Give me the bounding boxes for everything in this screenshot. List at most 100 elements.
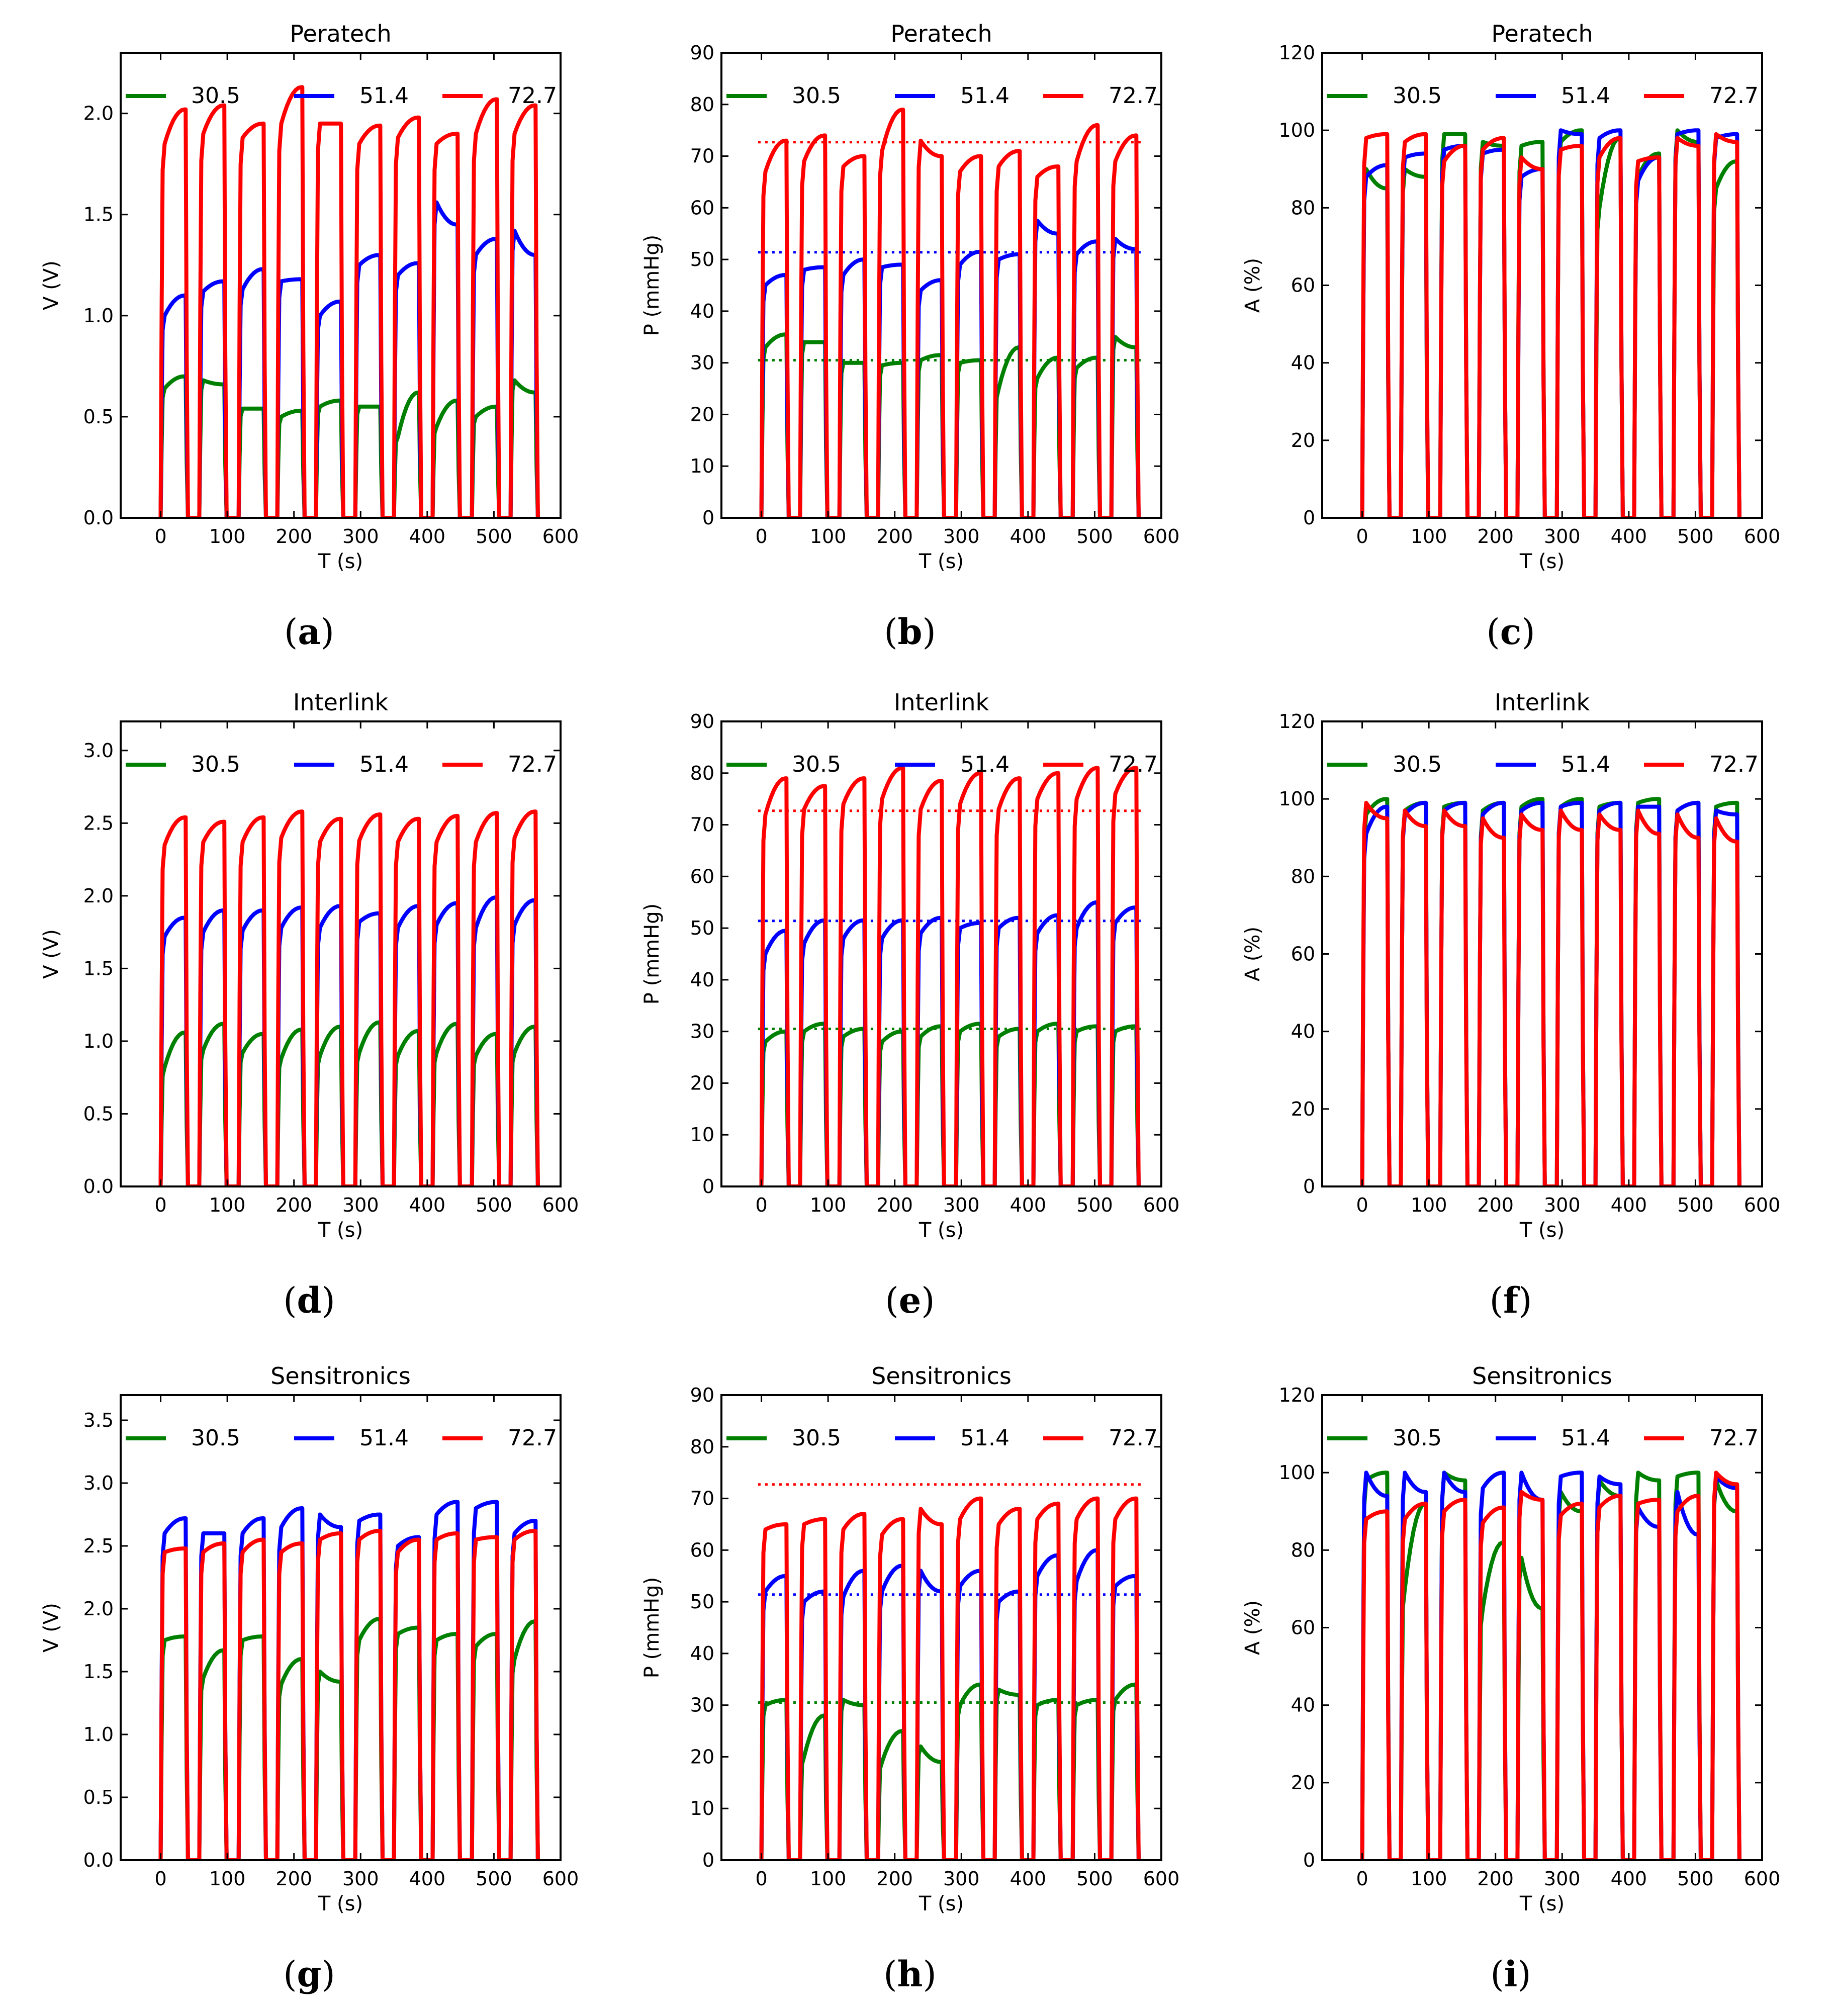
y-tick-label: 3.0 — [83, 1472, 114, 1494]
chart-svg-f: Interlink 0 100 200 300 400 500 600 0 20 40 60 80 100… — [1241, 689, 1781, 1242]
series-line-51.4 — [759, 219, 1141, 518]
series-line-51.4 — [1360, 1471, 1741, 1860]
y-tick-label: 20 — [690, 1746, 714, 1768]
legend-label: 72.7 — [1109, 83, 1158, 109]
y-tick-label: 100 — [1278, 788, 1315, 810]
legend-label: 51.4 — [359, 1425, 409, 1451]
legend-label: 72.7 — [1109, 752, 1158, 777]
x-axis-label: T (s) — [1519, 1219, 1565, 1242]
caption-close-paren: ) — [1521, 611, 1535, 653]
legend-label: 30.5 — [792, 1425, 841, 1451]
caption-close-paren: ) — [321, 1280, 335, 1321]
legend-label: 51.4 — [1561, 752, 1610, 777]
series-line-72.7 — [759, 1496, 1141, 1860]
x-axis-label: T (s) — [919, 1219, 964, 1242]
chart-panel-i: Sensitronics 0 100 200 300 400 500 600 0 20 40 60 80… — [1222, 1347, 1800, 2016]
caption-letter: a — [298, 611, 321, 653]
caption-open-paren: ( — [283, 1280, 297, 1321]
x-tick-label: 500 — [1076, 525, 1113, 547]
x-axis-label: T (s) — [919, 1892, 964, 1915]
x-tick-label: 400 — [1010, 1194, 1047, 1216]
chart-title: Interlink — [293, 689, 389, 716]
y-tick-label: 120 — [1278, 710, 1315, 732]
caption-letter: i — [1504, 1953, 1518, 1995]
caption-letter: b — [897, 611, 923, 653]
y-tick-label: 100 — [1278, 119, 1315, 141]
x-tick-label: 500 — [1677, 1194, 1714, 1216]
y-tick-label: 10 — [690, 1124, 714, 1146]
chart-title: Sensitronics — [1472, 1362, 1612, 1390]
y-tick-label: 90 — [690, 710, 714, 732]
legend-label: 30.5 — [191, 1425, 240, 1451]
caption-close-paren: ) — [922, 611, 936, 653]
y-tick-label: 60 — [1291, 1617, 1315, 1639]
y-axis-label: A (%) — [1241, 258, 1264, 313]
panel-caption: (b) — [621, 611, 1199, 653]
plot-frame — [120, 1394, 562, 1861]
x-tick-label: 300 — [943, 1194, 980, 1216]
y-tick-label: 20 — [690, 403, 714, 425]
x-tick-label: 600 — [1143, 1194, 1180, 1216]
y-tick-label: 60 — [690, 1539, 714, 1561]
y-tick-label: 2.0 — [83, 1598, 114, 1620]
series-line-51.4 — [1360, 800, 1741, 1186]
x-tick-label: 200 — [276, 1868, 312, 1890]
x-tick-label: 500 — [1677, 1868, 1714, 1890]
y-tick-label: 20 — [690, 1072, 714, 1094]
series-line-30.5 — [759, 1022, 1141, 1186]
y-tick-label: 20 — [1291, 429, 1315, 451]
y-tick-label: 30 — [690, 1694, 714, 1716]
plot-frame — [120, 720, 562, 1187]
chart-svg-d: Interlink 0 100 200 300 400 500 600 0.0 0.5 1.0 1.5… — [40, 689, 579, 1242]
x-axis-label: T (s) — [919, 550, 964, 573]
caption-close-paren: ) — [921, 1280, 935, 1321]
y-tick-label: 90 — [690, 42, 714, 64]
y-tick-label: 50 — [690, 1591, 714, 1613]
y-tick-label: 60 — [1291, 274, 1315, 297]
x-tick-label: 300 — [943, 1868, 980, 1890]
y-tick-label: 10 — [690, 455, 714, 477]
y-tick-label: 80 — [690, 1436, 714, 1458]
y-tick-label: 2.0 — [83, 103, 114, 125]
chart-svg-i: Sensitronics 0 100 200 300 400 500 600 0 20 40 60 80… — [1241, 1362, 1780, 1915]
x-tick-label: 600 — [542, 1868, 579, 1890]
x-axis-label: T (s) — [318, 1892, 363, 1915]
y-tick-label: 70 — [690, 1488, 714, 1510]
x-tick-label: 100 — [810, 525, 847, 547]
legend-label: 30.5 — [792, 83, 841, 109]
y-tick-label: 0.0 — [83, 507, 114, 529]
y-axis-label: V (V) — [40, 929, 63, 979]
caption-close-paren: ) — [923, 1954, 937, 1995]
y-tick-label: 40 — [690, 969, 714, 991]
legend-label: 51.4 — [359, 752, 409, 777]
caption-open-paren: ( — [1486, 611, 1500, 653]
x-tick-label: 600 — [1143, 1868, 1180, 1890]
legend-label: 51.4 — [359, 83, 409, 109]
x-tick-label: 500 — [1677, 525, 1714, 547]
y-tick-label: 40 — [1291, 1021, 1315, 1043]
x-tick-label: 0 — [154, 525, 166, 547]
y-tick-label: 70 — [690, 145, 714, 167]
x-tick-label: 200 — [876, 1868, 913, 1890]
caption-letter: h — [897, 1953, 923, 1995]
x-tick-label: 600 — [1744, 1194, 1781, 1216]
y-tick-label: 3.5 — [83, 1409, 114, 1431]
y-axis-label: A (%) — [1241, 1600, 1264, 1655]
y-tick-label: 80 — [1291, 197, 1315, 219]
y-axis-label: P (mmHg) — [640, 903, 664, 1004]
y-tick-label: 2.5 — [83, 1535, 114, 1557]
series-line-30.5 — [158, 1020, 540, 1186]
y-axis-label: P (mmHg) — [640, 1577, 664, 1678]
y-tick-label: 10 — [690, 1797, 714, 1819]
series-line-72.7 — [759, 766, 1141, 1186]
series-line-72.7 — [1360, 800, 1741, 1186]
y-axis-label: V (V) — [40, 1603, 63, 1653]
caption-open-paren: ( — [883, 1954, 897, 1995]
x-tick-label: 400 — [1611, 1194, 1647, 1216]
y-tick-label: 80 — [690, 762, 714, 784]
y-tick-label: 2.0 — [83, 885, 114, 907]
plot-frame — [120, 52, 562, 519]
x-tick-label: 300 — [342, 1868, 379, 1890]
legend-label: 51.4 — [1561, 1425, 1610, 1451]
